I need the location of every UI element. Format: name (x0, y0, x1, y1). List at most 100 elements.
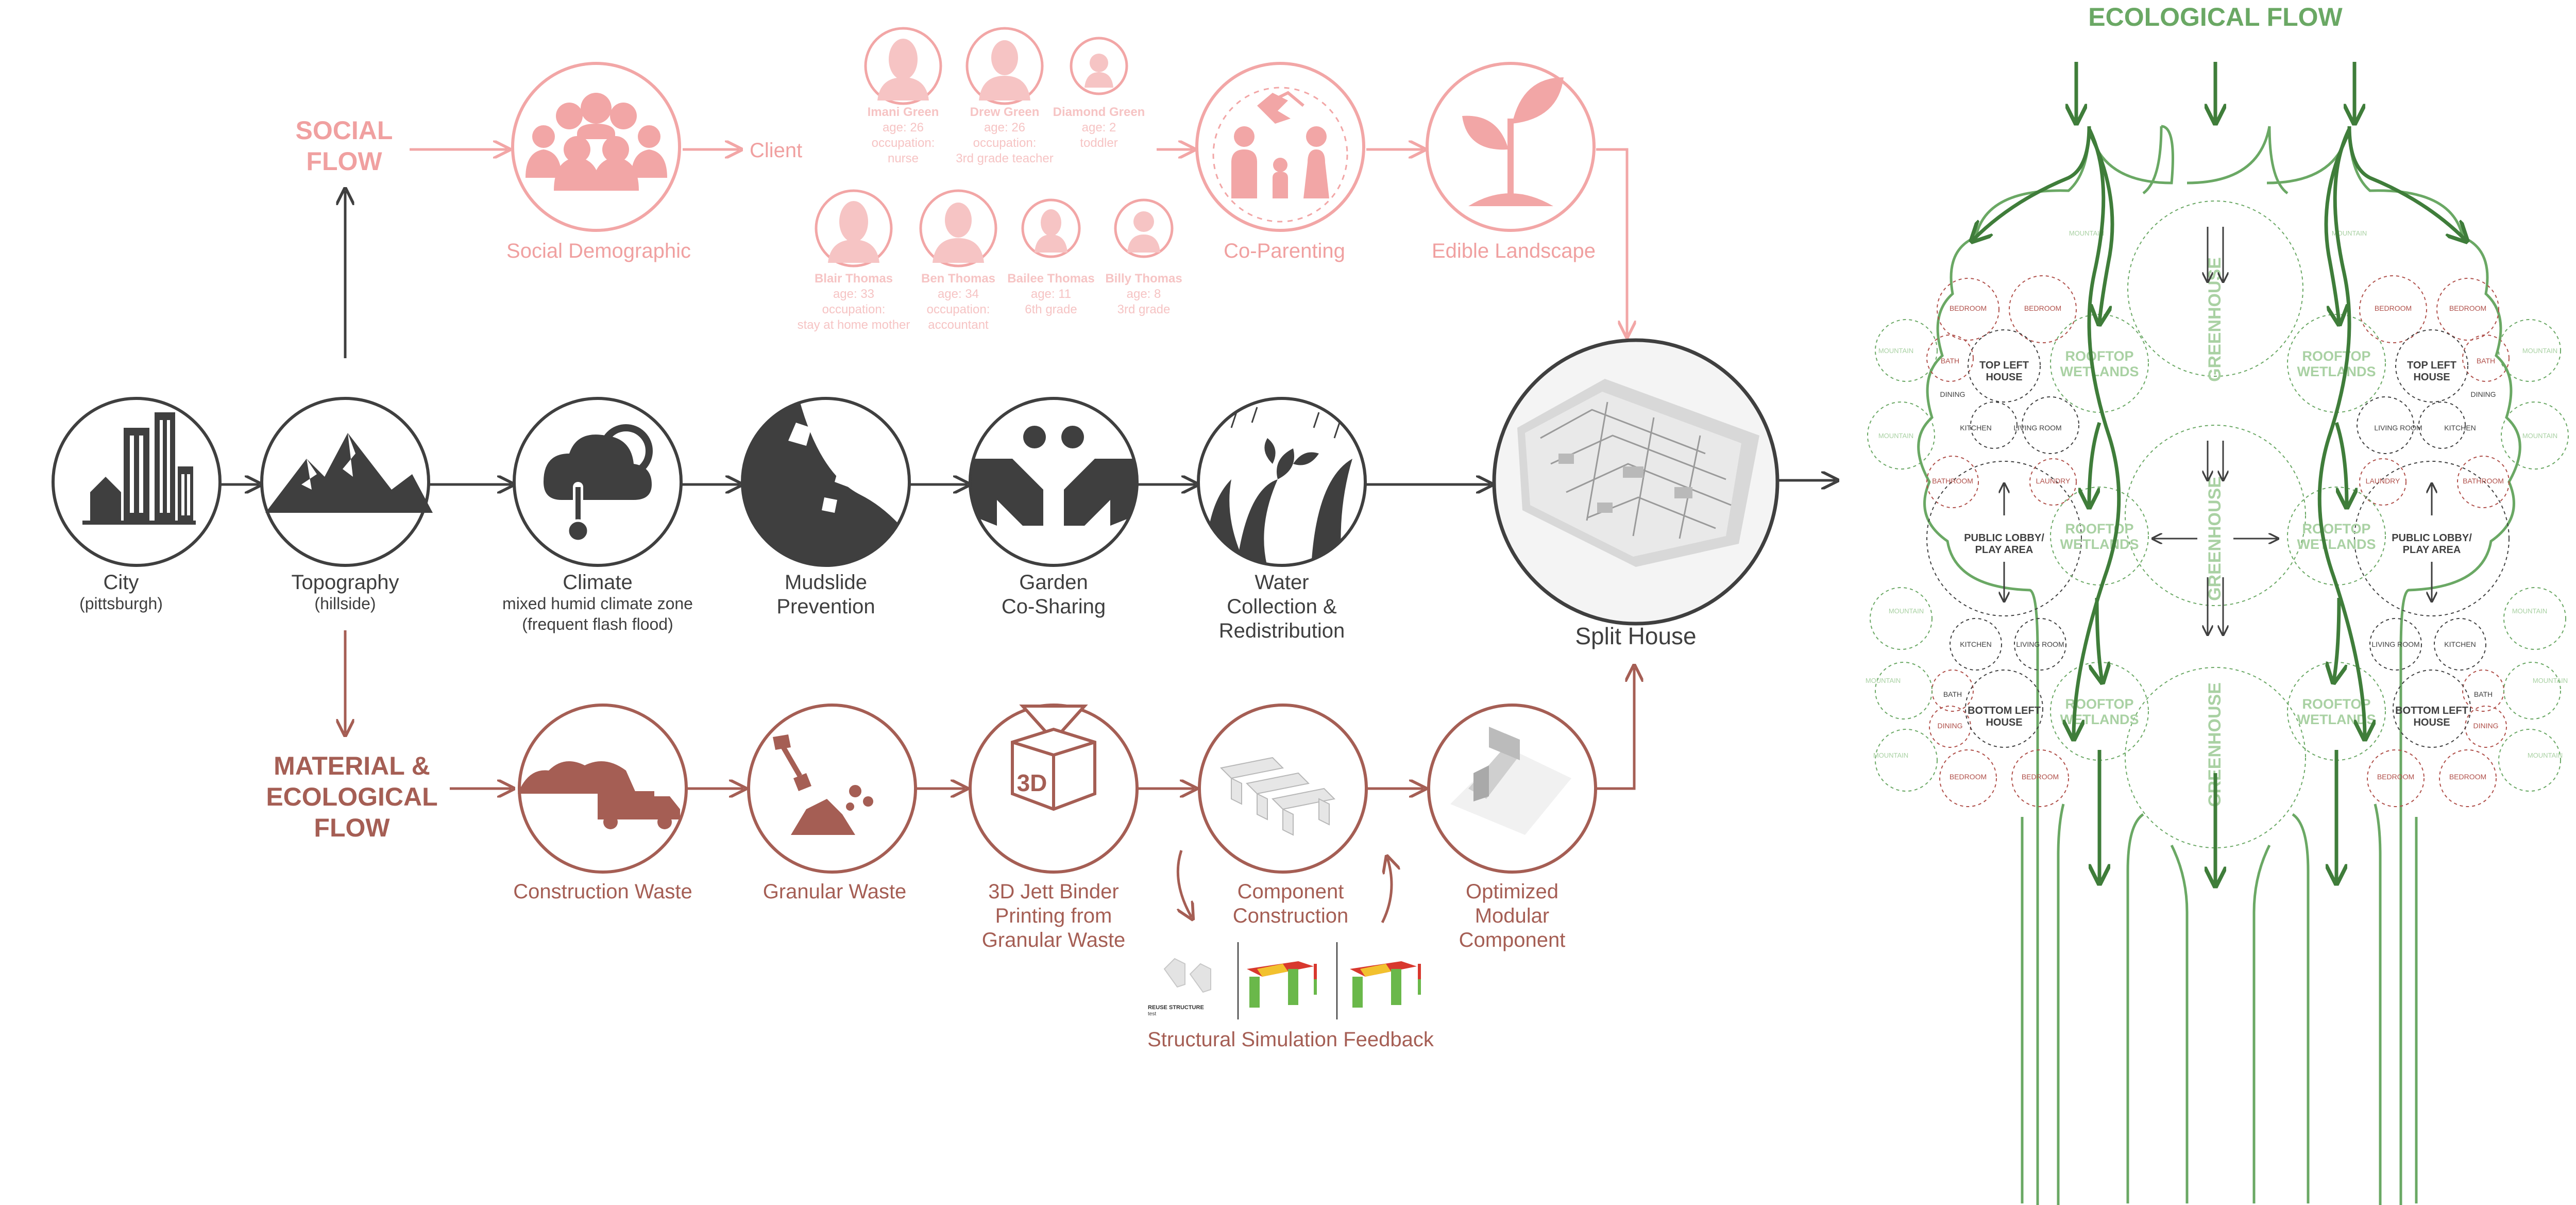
granular-waste-node: Granular Waste (747, 704, 917, 903)
ecological-labels: ROOFTOP WETLANDS ROOFTOP WETLANDS ROOFTO… (1866, 229, 2568, 807)
client-label: Client (750, 139, 802, 162)
dining-label: DINING (1938, 722, 1963, 730)
rooftop-wetlands-label: ROOFTOP (2065, 521, 2133, 537)
person-occupation: occupation: (973, 136, 1037, 150)
person-age: age: 26 (984, 121, 1025, 135)
climate-sublabel-1: mixed humid climate zone (502, 594, 693, 613)
person-age: age: 2 (1082, 121, 1116, 135)
person-occupation: 3rd grade (1117, 303, 1171, 316)
simulation-result-thumbnail-2 (1350, 961, 1421, 1008)
man-avatar-icon (933, 203, 984, 263)
mountain-label: MOUNTAIN (1866, 677, 1901, 684)
construction-waste-label: Construction Waste (513, 880, 692, 903)
mountain-label: MOUNTAIN (1878, 347, 1913, 355)
mountain-label: MOUNTAIN (2522, 432, 2557, 440)
bottom-left-house-label-2: HOUSE (1986, 717, 2022, 728)
top-left-house-label: TOP LEFT (1979, 360, 2029, 371)
material-flow-heading-2: ECOLOGICAL (266, 782, 437, 811)
kitchen-label: KITCHEN (2444, 424, 2476, 432)
simulation-result-thumbnail-1 (1247, 961, 1317, 1008)
mountain-label: MOUNTAIN (2512, 607, 2547, 615)
dining-label: DINING (2473, 722, 2499, 730)
ecological-flow-section: ECOLOGICAL FLOW (1866, 3, 2569, 1205)
living-room-label: LIVING ROOM (2371, 640, 2419, 648)
material-flow-heading-1: MATERIAL & (274, 751, 430, 780)
person-occupation-value: 3rd grade teacher (956, 152, 1053, 165)
bath-label: BATH (2474, 690, 2493, 698)
optimized-component-label-2: Modular (1475, 905, 1550, 927)
ecological-flow-arrows (1973, 62, 2465, 884)
bedroom-label: BEDROOM (2449, 773, 2486, 781)
man-avatar-icon (979, 40, 1030, 101)
garden-hands-icon (971, 426, 1136, 526)
person-blair-thomas: Blair Thomas age: 33 occupation: stay at… (798, 189, 910, 332)
person-age: age: 8 (1127, 287, 1161, 301)
person-occupation: 6th grade (1025, 303, 1077, 316)
city-label: City (104, 571, 139, 594)
city-buildings-icon (82, 412, 196, 525)
kitchen-label: KITCHEN (2444, 640, 2476, 648)
person-billy-thomas: Billy Thomas age: 8 3rd grade (1105, 198, 1182, 316)
edible-landscape-label: Edible Landscape (1432, 240, 1596, 262)
3d-printer-icon: 3D (1011, 705, 1096, 811)
material-flow-heading-3: FLOW (314, 813, 390, 842)
kitchen-label: KITCHEN (1960, 424, 1991, 432)
water-label-2: Collection & (1227, 595, 1337, 618)
bedroom-label: BEDROOM (2024, 304, 2061, 312)
reuse-structure-caption: REUSE STRUCTURE (1148, 1005, 1204, 1011)
public-lobby-label: PUBLIC LOBBY/ (1964, 532, 2044, 544)
top-left-house-label-2: HOUSE (2413, 372, 2450, 383)
weather-thermometer-icon (544, 424, 653, 543)
mountain-label: MOUNTAIN (2533, 677, 2568, 684)
toddler-avatar-icon (1084, 54, 1113, 88)
rooftop-wetlands-label-2: WETLANDS (2297, 364, 2376, 379)
main-flow-section: City (pittsburgh) Topography (hillside) … (52, 191, 1836, 733)
edible-landscape-node: Edible Landscape (1426, 62, 1596, 262)
material-flow-section: MATERIAL & ECOLOGICAL FLOW Construction … (266, 667, 1634, 1051)
rooftop-wetlands-label: ROOFTOP (2065, 348, 2133, 364)
construction-waste-node: Construction Waste (513, 704, 692, 903)
person-occupation: occupation: (822, 303, 886, 316)
mountain-label: MOUNTAIN (2069, 229, 2104, 237)
client-people: Imani Green age: 26 occupation: nurse Dr… (798, 27, 1182, 332)
living-room-label: LIVING ROOM (2013, 424, 2061, 432)
split-house-node: Split House (1492, 338, 1780, 649)
split-house-render (1517, 379, 1759, 567)
water-node: Water Collection & Redistribution (1197, 397, 1367, 642)
bedroom-label: BEDROOM (1950, 304, 1987, 312)
mountain-label: MOUNTAIN (1878, 432, 1913, 440)
woman-avatar-icon (877, 39, 929, 101)
family-handshake-icon (1212, 87, 1348, 223)
3d-printing-label-3: Granular Waste (982, 929, 1126, 951)
woman-avatar-icon (828, 201, 879, 263)
mudslide-node: Mudslide Prevention (741, 397, 911, 618)
person-name: Drew Green (970, 105, 1040, 119)
social-flow-section: SOCIAL FLOW Social Demographic Client (296, 27, 1627, 335)
social-flow-arrows (410, 149, 1627, 335)
person-drew-green: Drew Green age: 26 occupation: 3rd grade… (956, 27, 1054, 165)
co-parenting-circle (1195, 62, 1365, 232)
topography-label: Topography (291, 571, 399, 594)
bedroom-label: BEDROOM (1950, 773, 1987, 781)
city-node: City (pittsburgh) (52, 397, 222, 613)
person-name: Diamond Green (1053, 105, 1145, 119)
social-demographic-label: Social Demographic (506, 240, 691, 262)
ecological-flow-title: ECOLOGICAL FLOW (2088, 3, 2343, 31)
kitchen-label: KITCHEN (1960, 640, 1991, 648)
person-name: Bailee Thomas (1007, 272, 1094, 286)
granular-waste-label: Granular Waste (763, 880, 907, 903)
garden-node: Garden Co-Sharing (969, 397, 1139, 618)
crowd-icon (526, 93, 667, 191)
bathroom-label: BATHROOM (1932, 477, 1973, 485)
component-render (1219, 757, 1336, 836)
person-occupation: occupation: (927, 303, 990, 316)
climate-sublabel-2: (frequent flash flood) (522, 615, 673, 633)
component-construction-node: Component Construction (1198, 704, 1368, 927)
mountain-icon (265, 433, 433, 513)
bedroom-label: BEDROOM (2449, 304, 2486, 312)
person-imani-green: Imani Green age: 26 occupation: nurse (864, 27, 942, 165)
social-demographic-circle (511, 62, 681, 232)
component-construction-label-1: Component (1238, 880, 1344, 903)
bathroom-label: BATHROOM (2463, 477, 2504, 485)
bottom-left-house-label-2: HOUSE (2413, 717, 2450, 728)
